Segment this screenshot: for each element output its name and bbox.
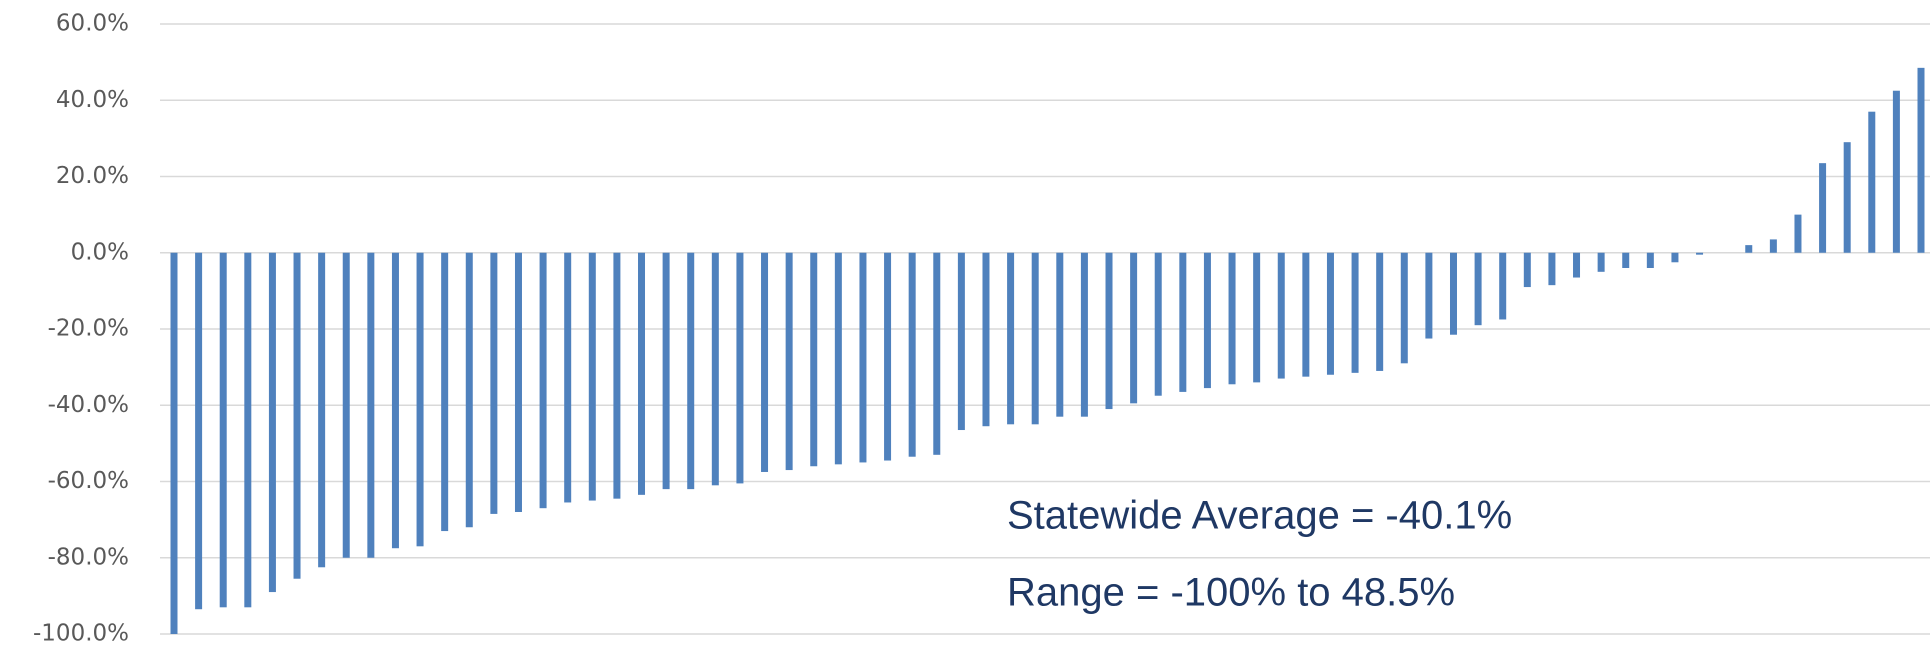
y-tick-label: -40.0% [48,392,129,418]
bar [1031,252,1039,425]
bar [490,252,498,514]
bar [810,252,818,467]
bar [564,252,572,503]
y-tick-label: 20.0% [56,163,129,189]
bar [1597,252,1605,272]
bar [1351,252,1359,373]
bar [1105,252,1113,410]
bar [736,252,744,484]
bar [1622,252,1630,268]
bar [687,252,695,490]
bar [1376,252,1384,371]
bar [465,252,473,528]
bar [1646,252,1654,268]
bar [1425,252,1433,339]
bar [219,252,227,608]
bar [1154,252,1162,396]
bar [1769,239,1777,253]
bar [170,252,178,634]
bar [1228,252,1236,385]
bar [638,252,646,495]
bar [1302,252,1310,377]
y-tick-label: -60.0% [48,468,129,494]
bar [391,252,399,549]
bar [1277,252,1285,379]
bar [982,252,990,427]
bar [1745,245,1753,253]
bar [1056,252,1064,417]
bar [1671,252,1679,263]
bar [416,252,424,547]
bar [318,252,326,568]
y-tick-label: -20.0% [48,316,129,342]
bar [761,252,769,472]
annotation: Range = -100% to 48.5% [1007,571,1455,615]
bar [1868,111,1876,253]
bar [1253,252,1261,383]
bar [957,252,965,431]
bar [342,252,350,558]
bar [1696,252,1704,255]
y-tick-label: -100.0% [33,621,129,646]
bar [834,252,842,465]
bar [1523,252,1531,288]
bar [1007,252,1015,425]
bar [1548,252,1556,286]
bar [1326,252,1334,375]
bar [1917,67,1925,253]
bar [1892,90,1900,253]
bar [1130,252,1138,404]
y-tick-label: 0.0% [71,239,129,265]
bar [785,252,793,471]
bar [1573,252,1581,278]
bar [884,252,892,461]
bar [711,252,719,486]
bar [244,252,252,608]
annotation: Statewide Average = -40.1% [1007,494,1512,538]
y-tick-label: 40.0% [56,87,129,113]
bar [662,252,670,490]
bar [1449,252,1457,335]
bar [933,252,941,455]
y-tick-label: 60.0% [56,11,129,37]
bar [293,252,301,579]
bar [1474,252,1482,326]
bar [1400,252,1408,364]
y-tick-label: -80.0% [48,544,129,570]
bar [1179,252,1187,392]
bar [1499,252,1507,320]
bar [859,252,867,463]
bar [588,252,596,501]
bar [1819,163,1827,253]
bar [1080,252,1088,417]
bar [441,252,449,532]
bar [1794,214,1802,253]
bar [195,252,203,610]
bar [514,252,522,512]
bar [268,252,276,593]
bar [1203,252,1211,389]
bar [1843,142,1851,253]
bar [367,252,375,558]
bar [908,252,916,457]
bar [613,252,621,499]
bar [539,252,547,509]
